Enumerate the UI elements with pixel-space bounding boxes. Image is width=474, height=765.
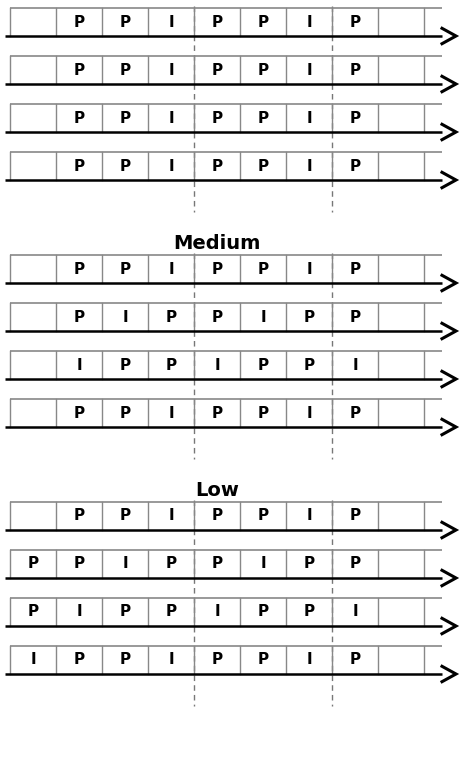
Text: P: P [257, 405, 269, 421]
Text: P: P [73, 262, 84, 276]
Text: I: I [168, 15, 174, 30]
Text: P: P [73, 556, 84, 571]
Text: I: I [214, 604, 220, 620]
Text: I: I [306, 63, 312, 77]
Text: I: I [122, 556, 128, 571]
Text: P: P [349, 509, 361, 523]
Text: P: P [303, 604, 315, 620]
Text: I: I [306, 262, 312, 276]
Text: P: P [211, 63, 223, 77]
Text: P: P [119, 110, 130, 125]
Text: I: I [168, 262, 174, 276]
Text: P: P [257, 357, 269, 373]
Text: P: P [73, 110, 84, 125]
Text: I: I [122, 310, 128, 324]
Text: P: P [165, 556, 176, 571]
Text: P: P [257, 158, 269, 174]
Text: I: I [352, 357, 358, 373]
Text: P: P [73, 158, 84, 174]
Text: P: P [349, 310, 361, 324]
Text: P: P [349, 405, 361, 421]
Text: P: P [257, 63, 269, 77]
Text: I: I [168, 63, 174, 77]
Text: P: P [349, 262, 361, 276]
Text: P: P [119, 158, 130, 174]
Text: P: P [73, 15, 84, 30]
Text: P: P [211, 556, 223, 571]
Text: P: P [165, 604, 176, 620]
Text: P: P [211, 653, 223, 668]
Text: P: P [119, 405, 130, 421]
Text: P: P [211, 15, 223, 30]
Text: Low: Low [195, 480, 239, 500]
Text: P: P [211, 310, 223, 324]
Text: I: I [306, 158, 312, 174]
Text: I: I [306, 405, 312, 421]
Text: P: P [119, 357, 130, 373]
Text: P: P [303, 310, 315, 324]
Text: P: P [119, 509, 130, 523]
Text: P: P [119, 262, 130, 276]
Text: P: P [349, 556, 361, 571]
Text: I: I [168, 653, 174, 668]
Text: I: I [306, 509, 312, 523]
Text: P: P [211, 405, 223, 421]
Text: P: P [349, 158, 361, 174]
Text: P: P [257, 262, 269, 276]
Text: P: P [257, 15, 269, 30]
Text: I: I [260, 556, 266, 571]
Text: P: P [257, 604, 269, 620]
Text: I: I [30, 653, 36, 668]
Text: P: P [211, 158, 223, 174]
Text: P: P [165, 310, 176, 324]
Text: I: I [76, 604, 82, 620]
Text: P: P [211, 509, 223, 523]
Text: I: I [306, 653, 312, 668]
Text: I: I [352, 604, 358, 620]
Text: P: P [119, 604, 130, 620]
Text: P: P [73, 310, 84, 324]
Text: P: P [349, 15, 361, 30]
Text: P: P [73, 509, 84, 523]
Text: I: I [306, 15, 312, 30]
Text: I: I [168, 509, 174, 523]
Text: P: P [303, 556, 315, 571]
Text: P: P [119, 653, 130, 668]
Text: I: I [168, 110, 174, 125]
Text: P: P [27, 556, 38, 571]
Text: P: P [257, 110, 269, 125]
Text: P: P [349, 63, 361, 77]
Text: P: P [349, 653, 361, 668]
Text: I: I [306, 110, 312, 125]
Text: P: P [27, 604, 38, 620]
Text: P: P [303, 357, 315, 373]
Text: P: P [349, 110, 361, 125]
Text: P: P [211, 262, 223, 276]
Text: P: P [257, 509, 269, 523]
Text: P: P [119, 15, 130, 30]
Text: P: P [119, 63, 130, 77]
Text: P: P [73, 63, 84, 77]
Text: P: P [165, 357, 176, 373]
Text: P: P [257, 653, 269, 668]
Text: I: I [168, 158, 174, 174]
Text: P: P [73, 653, 84, 668]
Text: I: I [168, 405, 174, 421]
Text: I: I [76, 357, 82, 373]
Text: Medium: Medium [173, 233, 261, 252]
Text: P: P [211, 110, 223, 125]
Text: I: I [214, 357, 220, 373]
Text: P: P [73, 405, 84, 421]
Text: I: I [260, 310, 266, 324]
